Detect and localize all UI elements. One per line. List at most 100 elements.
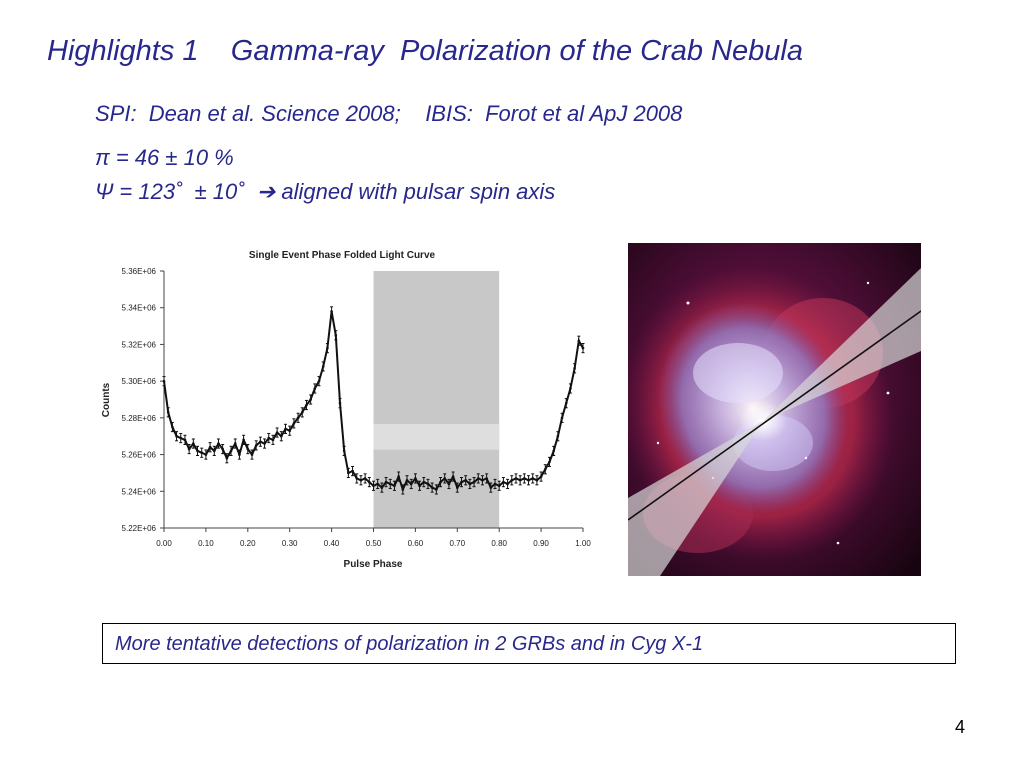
data-point: [485, 477, 488, 480]
data-point: [380, 486, 384, 489]
data-point: [548, 460, 551, 464]
data-point: [476, 477, 480, 480]
data-point: [388, 482, 392, 486]
data-point: [296, 416, 300, 420]
y-tick-label: 5.34E+06: [122, 304, 157, 313]
x-tick-label: 0.50: [366, 539, 382, 548]
data-point: [472, 480, 476, 484]
data-point: [305, 403, 308, 407]
data-point: [250, 453, 254, 456]
data-point: [564, 401, 568, 405]
chart-plot-area: 5.22E+06 5.24E+06 5.26E+06 5.28E+06 5.30E+06…: [122, 267, 592, 548]
data-point: [426, 482, 430, 486]
shaded-region-band: [373, 423, 500, 450]
data-point: [447, 482, 451, 486]
data-point: [363, 477, 367, 480]
data-point: [539, 475, 543, 478]
data-point: [175, 434, 178, 438]
data-point: [330, 310, 333, 313]
data-point: [443, 477, 447, 480]
data-point: [368, 480, 371, 484]
data-point: [464, 478, 467, 482]
data-point: [460, 480, 463, 484]
y-tick-label: 5.32E+06: [122, 340, 157, 349]
right-arrow-icon: ➔: [256, 179, 276, 204]
references-line: SPI: Dean et al. Science 2008; IBIS: For…: [95, 101, 683, 126]
x-tick-label: 0.60: [408, 539, 424, 548]
data-point: [229, 449, 233, 453]
chart-x-axis-label: Pulse Phase: [344, 559, 403, 570]
data-point: [418, 484, 421, 488]
data-point: [531, 477, 535, 480]
data-point: [581, 346, 585, 350]
polarization-angle-cone: [628, 268, 921, 576]
data-point: [292, 422, 296, 425]
data-point: [334, 333, 338, 337]
data-point: [171, 425, 174, 429]
data-point: [523, 477, 526, 480]
data-point: [384, 480, 388, 484]
data-point: [196, 449, 199, 453]
data-point: [284, 427, 287, 431]
psi-conclusion-text: aligned with pulsar spin axis: [275, 179, 556, 204]
psi-value-text: Ψ = 123˚ ± 10˚: [95, 179, 257, 204]
data-point: [162, 379, 166, 383]
data-point: [518, 478, 522, 482]
data-point: [435, 488, 438, 491]
polarization-fraction-line: π = 46 ± 10 %: [95, 145, 234, 170]
data-point: [313, 387, 317, 390]
data-point: [288, 429, 291, 433]
note-text: More tentative detections of polarizatio…: [115, 633, 704, 655]
data-point: [187, 447, 191, 451]
data-point: [451, 475, 455, 478]
data-point: [481, 478, 484, 482]
data-point: [317, 379, 321, 383]
data-point: [242, 438, 245, 442]
data-point: [560, 416, 564, 420]
data-point: [326, 346, 329, 350]
data-point: [405, 478, 409, 482]
x-tick-label: 1.00: [575, 539, 591, 548]
x-tick-label: 0.10: [198, 539, 214, 548]
data-point: [233, 442, 237, 445]
data-point: [456, 486, 459, 489]
y-tick-label: 5.28E+06: [122, 414, 157, 423]
y-tick-label: 5.24E+06: [122, 487, 157, 496]
data-point: [430, 486, 434, 489]
polarization-angle-line: Ψ = 123˚ ± 10˚ ➔ aligned with pulsar spi…: [95, 179, 555, 205]
y-tick-label: 5.36E+06: [122, 267, 157, 276]
data-point: [183, 438, 187, 442]
data-point: [338, 401, 342, 405]
data-point: [280, 434, 283, 438]
data-point: [409, 482, 413, 486]
data-point: [514, 477, 518, 480]
data-point: [397, 475, 400, 478]
crab-nebula-image: [628, 243, 921, 576]
data-point: [246, 447, 250, 451]
data-point: [489, 486, 493, 489]
data-point: [439, 480, 442, 484]
data-point: [359, 478, 363, 482]
data-point: [275, 431, 279, 434]
data-point: [179, 436, 183, 440]
data-point: [577, 339, 581, 343]
data-point: [263, 442, 266, 445]
data-point: [376, 482, 379, 486]
data-point: [497, 484, 501, 488]
chart-y-axis-label: Counts: [101, 382, 112, 417]
light-curve-chart: Single Event Phase Folded Light Curve Pu…: [101, 250, 592, 570]
data-point: [502, 480, 505, 484]
data-point: [254, 444, 258, 447]
data-point: [271, 438, 275, 442]
data-point: [414, 477, 417, 480]
data-point: [192, 442, 195, 445]
page-number: 4: [955, 717, 966, 737]
data-point: [212, 449, 216, 453]
chart-title: Single Event Phase Folded Light Curve: [249, 250, 436, 261]
y-tick-label: 5.22E+06: [122, 524, 157, 533]
data-point: [238, 453, 241, 456]
data-point: [569, 387, 572, 390]
data-point: [468, 482, 472, 486]
data-point: [351, 469, 354, 473]
data-point: [342, 449, 346, 453]
